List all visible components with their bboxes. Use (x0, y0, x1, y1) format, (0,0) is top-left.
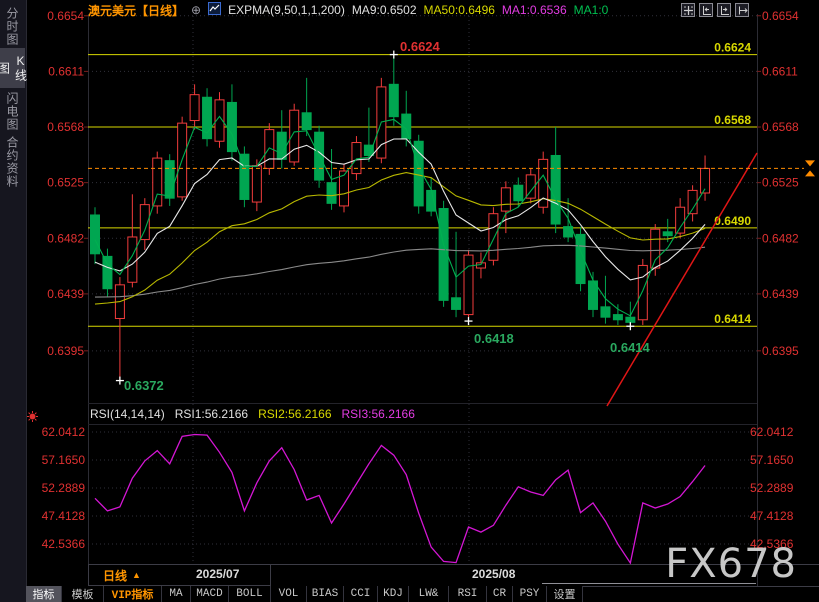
pan-right-button[interactable] (735, 3, 749, 17)
tab-vol[interactable]: VOL (271, 586, 307, 602)
svg-text:0.6525: 0.6525 (47, 176, 84, 190)
period-selector[interactable]: 日线 ▲ (88, 564, 271, 586)
tab-indicators[interactable]: 指标 (26, 586, 62, 602)
axis-scale-right-button[interactable] (717, 3, 731, 17)
svg-text:0.6372: 0.6372 (124, 378, 164, 393)
svg-text:0.6439: 0.6439 (762, 287, 799, 301)
chart-toolbar (681, 3, 749, 17)
svg-text:0.6611: 0.6611 (48, 64, 84, 78)
svg-text:0.6568: 0.6568 (714, 113, 751, 127)
chart-mode-sidebar: 分时图 K线图 闪电图 合约资料 (0, 0, 28, 602)
tab-boll[interactable]: BOLL (229, 586, 271, 602)
expand-icon[interactable]: ⊕ (191, 3, 202, 17)
sidebar-item-time-chart[interactable]: 分时图 (5, 6, 19, 46)
svg-text:0.6525: 0.6525 (762, 176, 799, 190)
tab-templates[interactable]: 模板 (62, 586, 104, 602)
tab-cr[interactable]: CR (487, 586, 513, 602)
sidebar-item-lightning-chart[interactable]: 闪电图 (5, 91, 19, 131)
svg-text:0.6414: 0.6414 (714, 312, 751, 326)
svg-text:0.6568: 0.6568 (762, 120, 799, 134)
tab-lwr[interactable]: LW& (409, 586, 449, 602)
ma9-value-label: MA9:0.6502 (351, 3, 417, 17)
ma1-value-label: MA1:0.6536 (501, 3, 567, 17)
svg-text:47.4128: 47.4128 (42, 509, 86, 523)
rsi2-value-label: RSI2:56.2166 (258, 407, 332, 421)
svg-text:0.6611: 0.6611 (762, 64, 798, 78)
svg-text:57.1650: 57.1650 (42, 453, 86, 467)
tab-macd[interactable]: MACD (191, 586, 229, 602)
period-label: 日线 (103, 568, 128, 583)
svg-text:62.0412: 62.0412 (750, 425, 794, 439)
svg-text:0.6654: 0.6654 (762, 9, 799, 23)
sidebar-item-contract-info[interactable]: 合约资料 (5, 136, 19, 188)
indicator-tabbar: 指标 模板 VIP指标 MA MACD BOLL VOL BIAS CCI KDJ LW& RSI CR… (26, 586, 583, 602)
svg-text:0.6395: 0.6395 (47, 344, 84, 358)
tab-rsi[interactable]: RSI (449, 586, 487, 602)
svg-text:0.6395: 0.6395 (762, 344, 799, 358)
tab-cci[interactable]: CCI (344, 586, 378, 602)
tab-psy[interactable]: PSY (513, 586, 547, 602)
sidebar-item-kline-chart[interactable]: K线图 (0, 48, 28, 88)
svg-text:52.2889: 52.2889 (42, 481, 86, 495)
symbol-title: 澳元美元【日线】 (88, 3, 185, 18)
tab-vip-indicators[interactable]: VIP指标 (104, 586, 162, 602)
indicator-name-label: EXPMA(9,50,1,1,200) (228, 3, 345, 17)
svg-text:0.6654: 0.6654 (47, 9, 84, 23)
tab-settings[interactable]: 设置 (547, 586, 583, 602)
ma1b-value-label: MA1:0 (573, 3, 609, 17)
titlebar: 澳元美元【日线】 ⊕ EXPMA(9,50,1,1,200) MA9:0.650… (26, 0, 819, 20)
tab-bias[interactable]: BIAS (307, 586, 344, 602)
svg-text:0.6439: 0.6439 (47, 287, 84, 301)
rsi-header: RSI(14,14,14) RSI1:56.2166 RSI2:56.2166 … (90, 404, 415, 424)
svg-text:62.0412: 62.0412 (42, 425, 86, 439)
svg-text:0.6624: 0.6624 (714, 41, 751, 55)
rsi1-value-label: RSI1:56.2166 (174, 407, 249, 421)
rsi-settings-icon[interactable] (27, 409, 38, 427)
svg-text:52.2889: 52.2889 (750, 481, 794, 495)
x-axis-label: 2025/07 (196, 567, 240, 581)
svg-text:47.4128: 47.4128 (750, 509, 794, 523)
svg-text:0.6418: 0.6418 (474, 331, 514, 346)
svg-text:0.6482: 0.6482 (762, 231, 799, 245)
period-arrow-icon: ▲ (132, 570, 141, 580)
svg-text:0.6490: 0.6490 (714, 214, 751, 228)
tab-kdj[interactable]: KDJ (378, 586, 409, 602)
svg-text:0.6482: 0.6482 (47, 231, 84, 245)
svg-text:42.5366: 42.5366 (42, 537, 86, 551)
svg-text:0.6568: 0.6568 (47, 120, 84, 134)
svg-text:0.6624: 0.6624 (400, 39, 441, 54)
ma50-value-label: MA50:0.6496 (423, 3, 495, 17)
svg-text:0.6414: 0.6414 (610, 340, 651, 355)
x-axis-label: 2025/08 (472, 567, 516, 581)
tab-ma[interactable]: MA (162, 586, 191, 602)
chart-type-icon[interactable] (208, 2, 222, 18)
svg-text:57.1650: 57.1650 (750, 453, 794, 467)
svg-text:42.5366: 42.5366 (750, 537, 794, 551)
axis-scale-left-button[interactable] (699, 3, 713, 17)
crosshair-button[interactable] (681, 3, 695, 17)
rsi-name-label: RSI(14,14,14) (90, 407, 165, 421)
watermark-fx678: FX678 (665, 541, 797, 587)
rsi3-value-label: RSI3:56.2166 (341, 407, 415, 421)
